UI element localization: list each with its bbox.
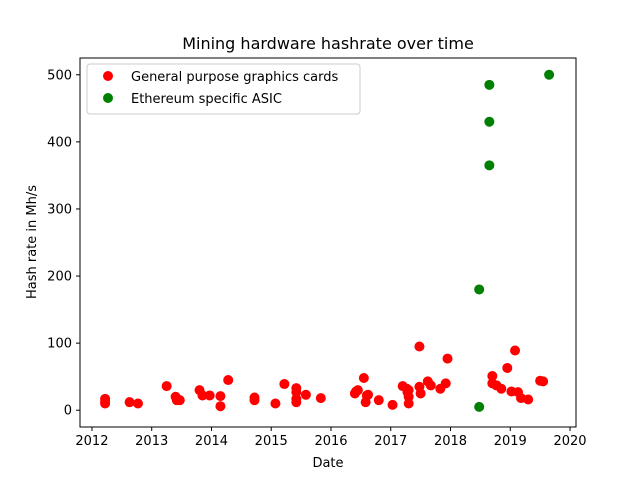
x-tick-label: 2016 xyxy=(314,434,347,449)
legend-label-asic: Ethereum specific ASIC xyxy=(131,92,282,107)
graphics-card-point xyxy=(174,395,185,406)
graphics-card-point xyxy=(415,388,426,399)
y-tick-label: 200 xyxy=(47,270,72,285)
y-tick-label: 400 xyxy=(47,135,72,150)
graphics-card-point xyxy=(124,397,135,408)
graphics-card-point xyxy=(352,385,363,396)
x-axis: 2012 2013 2014 2015 2016 2017 2018 2019 2020 xyxy=(75,427,587,449)
y-tick-label: 300 xyxy=(47,202,72,217)
y-tick-label: 100 xyxy=(47,337,72,352)
asic-point xyxy=(474,284,485,295)
graphics-card-point xyxy=(387,399,398,410)
graphics-card-point xyxy=(215,391,226,402)
plot-area xyxy=(79,57,577,428)
graphics-card-point xyxy=(300,389,311,400)
graphics-card-point xyxy=(502,362,513,373)
graphics-card-point xyxy=(100,398,111,409)
graphics-card-point xyxy=(132,398,143,409)
asic-point xyxy=(484,116,495,127)
graphics-card-point xyxy=(538,376,549,387)
x-tick-label: 2019 xyxy=(494,434,527,449)
data-points xyxy=(100,69,555,412)
graphics-card-point xyxy=(487,371,498,382)
graphics-card-point xyxy=(215,401,226,412)
graphics-card-point xyxy=(249,395,260,406)
asic-point xyxy=(484,160,495,171)
graphics-card-point xyxy=(414,341,425,352)
graphics-card-point xyxy=(440,378,451,389)
graphics-card-point xyxy=(204,390,215,401)
x-tick-label: 2018 xyxy=(434,434,467,449)
graphics-card-point xyxy=(373,395,384,406)
graphics-card-point xyxy=(279,379,290,390)
x-tick-label: 2020 xyxy=(553,434,586,449)
chart-title: Mining hardware hashrate over time xyxy=(182,34,474,53)
y-tick-label: 0 xyxy=(64,404,72,419)
graphics-card-point xyxy=(403,385,414,396)
graphics-card-point xyxy=(496,383,507,394)
legend-box xyxy=(86,63,361,115)
graphics-card-point xyxy=(425,380,436,391)
graphics-card-point xyxy=(223,375,234,386)
graphics-card-point xyxy=(363,389,374,400)
legend-marker-asic xyxy=(103,93,113,103)
x-tick-label: 2015 xyxy=(255,434,288,449)
graphics-card-point xyxy=(442,353,453,364)
y-tick-label: 500 xyxy=(47,68,72,83)
y-axis-label: Hash rate in Mh/s xyxy=(25,185,40,299)
legend: General purpose graphics cards Ethereum … xyxy=(86,63,361,115)
asic-point xyxy=(474,401,485,412)
x-tick-label: 2014 xyxy=(195,434,228,449)
asic-point xyxy=(484,79,495,90)
x-axis-label: Date xyxy=(312,456,343,471)
graphics-card-point xyxy=(315,393,326,404)
legend-label-graphics-cards: General purpose graphics cards xyxy=(131,70,339,85)
graphics-card-point xyxy=(510,345,521,356)
y-axis: 0 100 200 300 400 500 xyxy=(47,68,80,419)
axes-frame xyxy=(79,57,577,428)
x-tick-label: 2013 xyxy=(135,434,168,449)
legend-marker-graphics-cards xyxy=(103,71,113,81)
graphics-card-point xyxy=(291,397,302,408)
asic-point xyxy=(544,69,555,80)
x-tick-label: 2017 xyxy=(374,434,407,449)
graphics-card-point xyxy=(358,373,369,384)
graphics-card-point xyxy=(197,390,208,401)
graphics-card-point xyxy=(161,381,172,392)
graphics-card-point xyxy=(270,398,281,409)
graphics-card-point xyxy=(523,394,534,405)
x-tick-label: 2012 xyxy=(75,434,108,449)
